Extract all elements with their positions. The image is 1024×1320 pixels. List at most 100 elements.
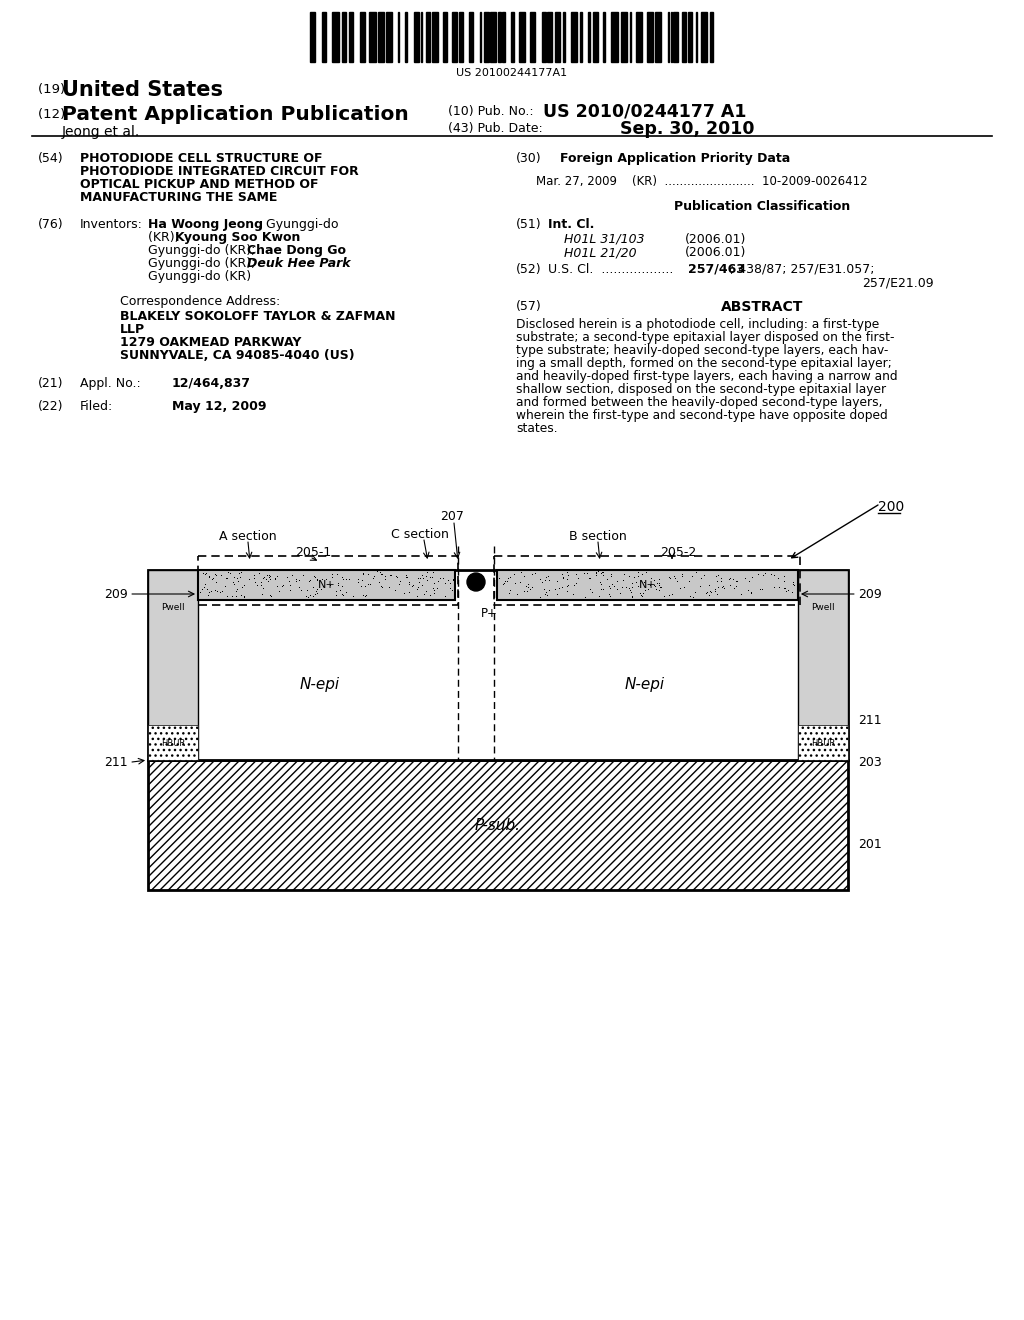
Text: , Gyunggi-do: , Gyunggi-do (258, 218, 339, 231)
Text: substrate; a second-type epitaxial layer disposed on the first-: substrate; a second-type epitaxial layer… (516, 331, 895, 345)
Bar (621, 12, 627, 62)
Polygon shape (148, 570, 198, 760)
Polygon shape (497, 570, 798, 601)
Polygon shape (798, 570, 848, 760)
Text: Pwell: Pwell (161, 603, 184, 612)
Text: United States: United States (62, 81, 223, 100)
Bar (404, 12, 408, 62)
Bar (570, 12, 578, 62)
Bar (322, 12, 326, 62)
Text: PHOTODIODE CELL STRUCTURE OF: PHOTODIODE CELL STRUCTURE OF (80, 152, 323, 165)
Bar (519, 12, 524, 62)
Circle shape (467, 573, 485, 591)
Text: Jeong et al.: Jeong et al. (62, 125, 140, 139)
Bar (370, 12, 376, 62)
Text: (10) Pub. No.:: (10) Pub. No.: (449, 106, 538, 117)
Bar (432, 12, 437, 62)
Bar (668, 12, 670, 62)
Bar (459, 12, 463, 62)
Bar (636, 12, 642, 62)
Text: Chae Dong Go: Chae Dong Go (247, 244, 346, 257)
Text: Foreign Application Priority Data: Foreign Application Priority Data (560, 152, 791, 165)
Text: B section: B section (569, 531, 627, 543)
Text: type substrate; heavily-doped second-type layers, each hav-: type substrate; heavily-doped second-typ… (516, 345, 889, 356)
Bar (682, 12, 686, 62)
Text: 211: 211 (104, 755, 128, 768)
Text: May 12, 2009: May 12, 2009 (172, 400, 266, 413)
Text: states.: states. (516, 422, 558, 436)
Text: 203: 203 (858, 755, 882, 768)
Text: ; 438/87; 257/E31.057;: ; 438/87; 257/E31.057; (730, 263, 874, 276)
Text: Correspondence Address:: Correspondence Address: (120, 294, 281, 308)
Text: 200: 200 (878, 500, 904, 513)
Bar (480, 12, 481, 62)
Text: 205-1: 205-1 (295, 546, 331, 558)
Text: (43) Pub. Date:: (43) Pub. Date: (449, 121, 543, 135)
Bar (386, 12, 391, 62)
Bar (603, 12, 605, 62)
Bar (588, 12, 590, 62)
Bar (310, 12, 315, 62)
Text: OPTICAL PICKUP AND METHOD OF: OPTICAL PICKUP AND METHOD OF (80, 178, 318, 191)
Text: BLAKELY SOKOLOFF TAYLOR & ZAFMAN: BLAKELY SOKOLOFF TAYLOR & ZAFMAN (120, 310, 395, 323)
Text: MANUFACTURING THE SAME: MANUFACTURING THE SAME (80, 191, 278, 205)
Text: wherein the first-type and second-type have opposite doped: wherein the first-type and second-type h… (516, 409, 888, 422)
Text: 12/464,837: 12/464,837 (172, 378, 251, 389)
Text: and heavily-doped first-type layers, each having a narrow and: and heavily-doped first-type layers, eac… (516, 370, 898, 383)
Bar (700, 12, 708, 62)
Text: Filed:: Filed: (80, 400, 114, 413)
Polygon shape (198, 570, 455, 601)
Polygon shape (148, 570, 848, 760)
Text: N+: N+ (317, 579, 336, 590)
Text: 209: 209 (858, 587, 882, 601)
Text: (KR);: (KR); (148, 231, 183, 244)
Text: N+: N+ (639, 579, 656, 590)
Text: ing a small depth, formed on the second-type epitaxial layer;: ing a small depth, formed on the second-… (516, 356, 892, 370)
Bar (502, 12, 505, 62)
Polygon shape (148, 760, 848, 890)
Text: U.S. Cl.  ..................: U.S. Cl. .................. (548, 263, 674, 276)
Text: Gyunggi-do (KR);: Gyunggi-do (KR); (148, 257, 259, 271)
Text: 211: 211 (858, 714, 882, 726)
Text: (21): (21) (38, 378, 63, 389)
Text: (57): (57) (516, 300, 542, 313)
Bar (688, 12, 691, 62)
Text: 207: 207 (440, 510, 464, 523)
Text: (19): (19) (38, 83, 70, 96)
Bar (469, 12, 473, 62)
Bar (511, 12, 514, 62)
Text: N-epi: N-epi (300, 677, 340, 693)
Text: 257/463: 257/463 (688, 263, 744, 276)
Text: HBUR: HBUR (161, 738, 185, 747)
Text: (52): (52) (516, 263, 542, 276)
Bar (654, 12, 662, 62)
Text: A section: A section (219, 531, 276, 543)
Bar (542, 12, 546, 62)
Bar (414, 12, 419, 62)
Bar (611, 12, 617, 62)
Text: (51): (51) (516, 218, 542, 231)
Text: LLP: LLP (120, 323, 145, 337)
Text: Pwell: Pwell (811, 603, 835, 612)
Bar (593, 12, 598, 62)
Text: Mar. 27, 2009    (KR)  ........................  10-2009-0026412: Mar. 27, 2009 (KR) .....................… (536, 176, 867, 187)
Text: Int. Cl.: Int. Cl. (548, 218, 594, 231)
Text: US 20100244177A1: US 20100244177A1 (457, 69, 567, 78)
Text: (54): (54) (38, 152, 63, 165)
Bar (360, 12, 366, 62)
Text: Publication Classification: Publication Classification (674, 201, 850, 213)
Text: Inventors:: Inventors: (80, 218, 143, 231)
Bar (562, 12, 565, 62)
Bar (426, 12, 430, 62)
Text: Gyunggi-do (KR);: Gyunggi-do (KR); (148, 244, 259, 257)
Text: C section: C section (391, 528, 449, 541)
Text: 257/E21.09: 257/E21.09 (862, 276, 934, 289)
Polygon shape (798, 725, 848, 760)
Text: (12): (12) (38, 108, 70, 121)
Text: 205-2: 205-2 (660, 546, 696, 558)
Text: 1279 OAKMEAD PARKWAY: 1279 OAKMEAD PARKWAY (120, 337, 301, 348)
Text: (2006.01): (2006.01) (685, 234, 746, 246)
Text: N-epi: N-epi (625, 677, 665, 693)
Bar (630, 12, 631, 62)
Text: Disclosed herein is a photodiode cell, including: a first-type: Disclosed herein is a photodiode cell, i… (516, 318, 880, 331)
